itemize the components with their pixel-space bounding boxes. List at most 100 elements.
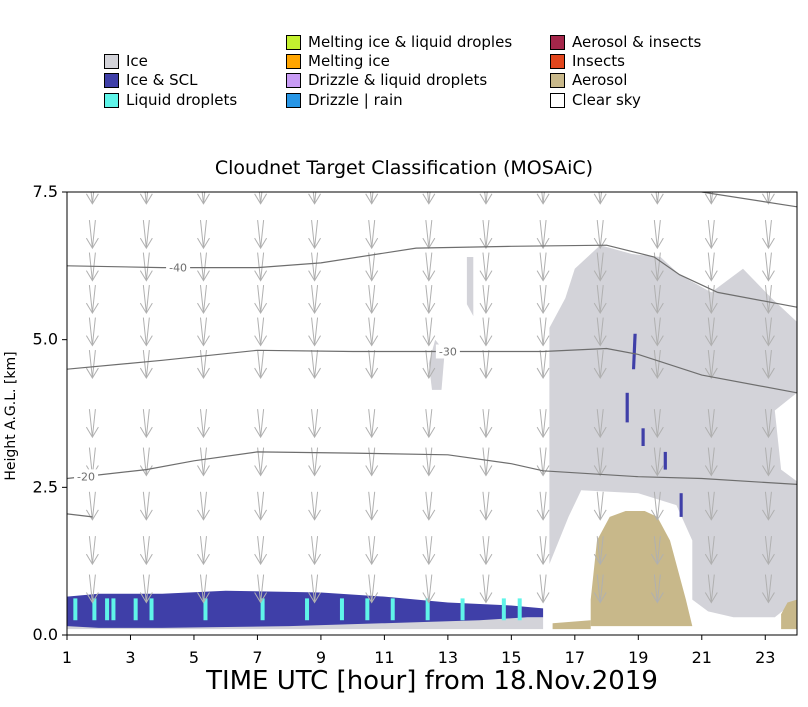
liquid-droplet-streak — [425, 598, 430, 621]
liquid-droplet-streak — [365, 598, 370, 621]
wind-barb — [650, 491, 664, 521]
wind-barb — [479, 447, 493, 477]
legend-item-aerosol: Aerosol — [550, 70, 627, 90]
wind-barb — [536, 192, 550, 205]
wind-barb — [85, 574, 99, 604]
isotherm-label-bg — [74, 469, 99, 484]
legend-label: Insects — [572, 52, 625, 70]
wind-barb — [650, 285, 664, 315]
wind-barb — [365, 220, 379, 250]
isotherm-line — [67, 244, 797, 308]
y-tick-label: 0.0 — [33, 625, 58, 644]
wind-barb — [704, 252, 718, 282]
isotherm-line — [67, 513, 93, 518]
wind-barb — [650, 192, 664, 205]
wind-barb — [536, 350, 550, 380]
wind-barb — [197, 220, 210, 250]
x-tick-label: 9 — [316, 648, 326, 667]
wind-barb — [308, 317, 321, 347]
wind-barb — [762, 491, 775, 521]
liquid-droplet-streak — [92, 598, 97, 621]
wind-barb — [593, 491, 607, 521]
wind-barb — [422, 252, 436, 282]
wind-barb — [254, 447, 268, 477]
x-tick-label: 13 — [438, 648, 458, 667]
wind-barb — [479, 317, 493, 347]
wind-barb — [536, 285, 550, 315]
wind-barb — [762, 192, 775, 205]
region-aerosol — [781, 599, 797, 630]
wind-barb — [197, 192, 210, 205]
wind-barb — [650, 252, 664, 282]
wind-barb — [536, 447, 550, 477]
wind-barb — [365, 447, 379, 477]
wind-barb — [197, 350, 210, 380]
wind-barb — [536, 536, 550, 566]
wind-barb — [85, 491, 99, 521]
x-tick-label: 23 — [755, 648, 775, 667]
wind-barb — [536, 252, 550, 282]
wind-barb — [365, 285, 379, 315]
wind-barb — [308, 285, 321, 315]
wind-barb — [479, 536, 493, 566]
liquid-droplet-streak — [390, 598, 395, 621]
legend-swatch — [550, 92, 565, 108]
y-tick-label: 7.5 — [33, 182, 58, 201]
wind-barb — [536, 317, 550, 347]
isotherm-label: -30 — [439, 345, 457, 358]
wind-barb — [139, 252, 153, 282]
wind-barb — [365, 350, 379, 380]
legend-swatch — [286, 92, 301, 108]
legend-item-clear-sky: Clear sky — [550, 90, 641, 110]
liquid-droplet-streak — [460, 598, 465, 621]
liquid-droplet-streak — [260, 598, 265, 621]
wind-barb — [85, 220, 99, 250]
wind-barb — [479, 574, 493, 604]
wind-barb — [197, 409, 210, 439]
wind-barb — [422, 317, 436, 347]
liquid-droplet-streak — [501, 598, 506, 621]
wind-barb — [762, 252, 775, 282]
wind-barb — [139, 220, 153, 250]
wind-barb — [704, 447, 718, 477]
wind-barb — [479, 350, 493, 380]
x-tick-label: 1 — [62, 648, 72, 667]
wind-barb — [479, 491, 493, 521]
wind-barb — [762, 220, 775, 250]
wind-barb — [593, 574, 607, 604]
x-tick-label: 17 — [565, 648, 585, 667]
wind-barb — [254, 192, 268, 205]
wind-barb — [308, 252, 321, 282]
wind-barb — [139, 536, 153, 566]
wind-barb — [422, 350, 436, 380]
legend-item-melting-ice: Melting ice — [286, 51, 390, 71]
wind-barb — [197, 285, 210, 315]
region-aerosol — [590, 511, 693, 627]
wind-barb — [650, 574, 664, 604]
region-ice — [466, 257, 474, 316]
wind-barb — [197, 317, 210, 347]
isotherm-line — [67, 347, 797, 394]
wind-barb — [422, 192, 436, 205]
wind-barb — [139, 350, 153, 380]
x-tick-label: 5 — [189, 648, 199, 667]
wind-barb — [197, 536, 210, 566]
wind-barb — [536, 574, 550, 604]
wind-barb — [139, 491, 153, 521]
wind-barb — [254, 350, 268, 380]
wind-barb — [308, 409, 321, 439]
legend-label: Liquid droplets — [126, 91, 238, 109]
wind-barb — [308, 447, 321, 477]
wind-barb — [593, 447, 607, 477]
isotherm-line — [701, 192, 797, 208]
legend-swatch — [550, 53, 565, 69]
legend-item-ice-scl: Ice & SCL — [104, 70, 197, 90]
liquid-droplet-streak — [149, 598, 154, 621]
region-ice-scl — [632, 333, 637, 370]
legend-item-insects: Insects — [550, 51, 625, 71]
liquid-droplet-streak — [339, 598, 344, 621]
isotherm-label-bg — [166, 260, 191, 275]
wind-barb — [254, 285, 268, 315]
wind-barb — [254, 574, 268, 604]
wind-barb — [308, 192, 321, 205]
